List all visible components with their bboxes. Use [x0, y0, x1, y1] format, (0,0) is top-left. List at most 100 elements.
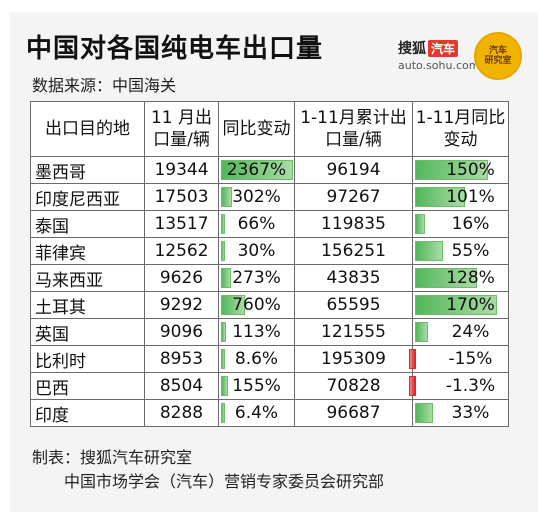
nov-yoy-label: 66%: [237, 214, 276, 234]
table-row: 马来西亚 9626 273% 43835 128%: [30, 264, 509, 292]
cum-yoy-cell: 33%: [412, 399, 509, 427]
nov-volume-cell: 8288: [144, 399, 219, 427]
cum-yoy-cell: 128%: [412, 264, 509, 292]
nov-volume-cell: 13517: [144, 210, 219, 238]
cum-yoy-cell: 170%: [412, 291, 509, 319]
nov-yoy-bar: [221, 349, 225, 369]
cum-yoy-label: -1.3%: [445, 376, 496, 396]
brand-name: 搜狐 汽车: [398, 38, 479, 58]
nov-yoy-label: 302%: [232, 187, 281, 207]
table-header-row: 出口目的地 11 月出口量/辆 同比变动 1-11月累计出口量/辆 1-11月同…: [30, 101, 509, 157]
cum-yoy-bar: [409, 376, 416, 396]
nov-yoy-cell: 760%: [218, 291, 295, 319]
cum-volume-cell: 97267: [294, 183, 413, 211]
country-cell: 土耳其: [30, 291, 145, 319]
nov-volume-cell: 8504: [144, 372, 219, 400]
nov-yoy-label: 760%: [232, 295, 281, 315]
nov-yoy-bar: [221, 214, 225, 234]
cum-yoy-cell: -15%: [409, 345, 509, 373]
nov-volume-cell: 12562: [144, 237, 219, 265]
table-row: 土耳其 9292 760% 65595 170%: [30, 291, 509, 319]
cum-yoy-bar: [415, 268, 478, 288]
nov-volume-cell: 9292: [144, 291, 219, 319]
header-destination: 出口目的地: [30, 101, 145, 157]
cum-volume-cell: 121555: [294, 318, 413, 346]
cum-volume-cell: 195309: [294, 345, 413, 373]
table-row: 英国 9096 113% 121555 24%: [30, 318, 509, 346]
nov-yoy-bar: [221, 403, 225, 423]
cum-volume-cell: 156251: [294, 237, 413, 265]
cum-volume-cell: 65595: [294, 291, 413, 319]
chart-title: 中国对各国纯电车出口量: [26, 34, 324, 64]
cum-yoy-label: 24%: [451, 322, 490, 342]
cum-yoy-bar: [415, 187, 465, 207]
nov-yoy-label: 155%: [232, 376, 281, 396]
cum-yoy-label: -15%: [448, 349, 493, 369]
nov-volume-cell: 8953: [144, 345, 219, 373]
nov-yoy-bar: [221, 241, 225, 261]
cum-yoy-label: 170%: [446, 295, 495, 315]
table-row: 印度 8288 6.4% 96687 33%: [30, 399, 509, 427]
seal-line2: 研究室: [484, 56, 512, 66]
table-row: 泰国 13517 66% 119835 16%: [30, 210, 509, 238]
cum-yoy-label: 33%: [451, 403, 490, 423]
cum-yoy-bar: [415, 241, 443, 261]
nov-yoy-label: 8.6%: [234, 349, 279, 369]
nov-yoy-cell: 2367%: [218, 156, 295, 184]
nov-yoy-bar: [221, 187, 232, 207]
country-cell: 巴西: [30, 372, 145, 400]
header-cum-yoy: 1-11月同比变动: [412, 101, 509, 157]
cum-volume-cell: 43835: [294, 264, 413, 292]
cum-yoy-label: 101%: [446, 187, 495, 207]
country-cell: 印度: [30, 399, 145, 427]
nov-volume-cell: 9626: [144, 264, 219, 292]
cum-volume-cell: 96194: [294, 156, 413, 184]
country-cell: 马来西亚: [30, 264, 145, 292]
brand-tag: 汽车: [428, 40, 459, 57]
nov-yoy-cell: 155%: [218, 372, 295, 400]
nov-yoy-label: 113%: [232, 322, 281, 342]
table-row: 比利时 8953 8.6% 195309 -15%: [30, 345, 509, 373]
table-row: 墨西哥 19344 2367% 96194 150%: [30, 156, 509, 184]
header-nov-yoy: 同比变动: [218, 101, 295, 157]
nov-yoy-cell: 6.4%: [218, 399, 295, 427]
nov-yoy-cell: 273%: [218, 264, 295, 292]
cum-yoy-cell: 16%: [412, 210, 509, 238]
cum-yoy-label: 150%: [446, 160, 495, 180]
organization-note: 中国市场学会（汽车）营销专家委员会研究部: [64, 472, 385, 491]
nov-volume-cell: 19344: [144, 156, 219, 184]
seal-line1: 汽车: [488, 46, 507, 56]
cum-yoy-cell: 101%: [412, 183, 509, 211]
cum-volume-cell: 119835: [294, 210, 413, 238]
nov-yoy-cell: 30%: [218, 237, 295, 265]
table-body: 墨西哥 19344 2367% 96194 150% 印度尼西亚 17503 302% 9726…: [30, 156, 509, 427]
data-source: 数据来源：中国海关: [32, 76, 177, 95]
country-cell: 泰国: [30, 210, 145, 238]
cum-yoy-bar: [415, 295, 497, 315]
cum-yoy-label: 55%: [451, 241, 490, 261]
cum-yoy-cell: 55%: [412, 237, 509, 265]
cum-yoy-bar: [415, 403, 433, 423]
cum-yoy-label: 16%: [451, 214, 490, 234]
brand-name-text: 搜狐: [398, 41, 426, 57]
nov-yoy-label: 6.4%: [234, 403, 279, 423]
research-lab-seal-icon: 汽车 研究室: [474, 32, 522, 80]
header-nov-volume: 11 月出口量/辆: [144, 101, 219, 157]
country-cell: 比利时: [30, 345, 145, 373]
table-row: 菲律宾 12562 30% 156251 55%: [30, 237, 509, 265]
cum-yoy-bar: [415, 160, 488, 180]
nov-yoy-cell: 302%: [218, 183, 295, 211]
nov-yoy-cell: 66%: [218, 210, 295, 238]
nov-yoy-bar: [221, 160, 293, 180]
nov-yoy-bar: [221, 295, 246, 315]
cum-yoy-bar: [415, 322, 429, 342]
nov-yoy-bar: [221, 322, 227, 342]
table-maker-note: 制表：搜狐汽车研究室: [32, 448, 193, 467]
brand-url: auto.sohu.com: [398, 59, 480, 72]
nov-yoy-cell: 8.6%: [218, 345, 295, 373]
header-cum-volume: 1-11月累计出口量/辆: [294, 101, 413, 157]
country-cell: 墨西哥: [30, 156, 145, 184]
cum-volume-cell: 70828: [294, 372, 413, 400]
cum-yoy-cell: -1.3%: [409, 372, 509, 400]
nov-yoy-bar: [221, 376, 228, 396]
